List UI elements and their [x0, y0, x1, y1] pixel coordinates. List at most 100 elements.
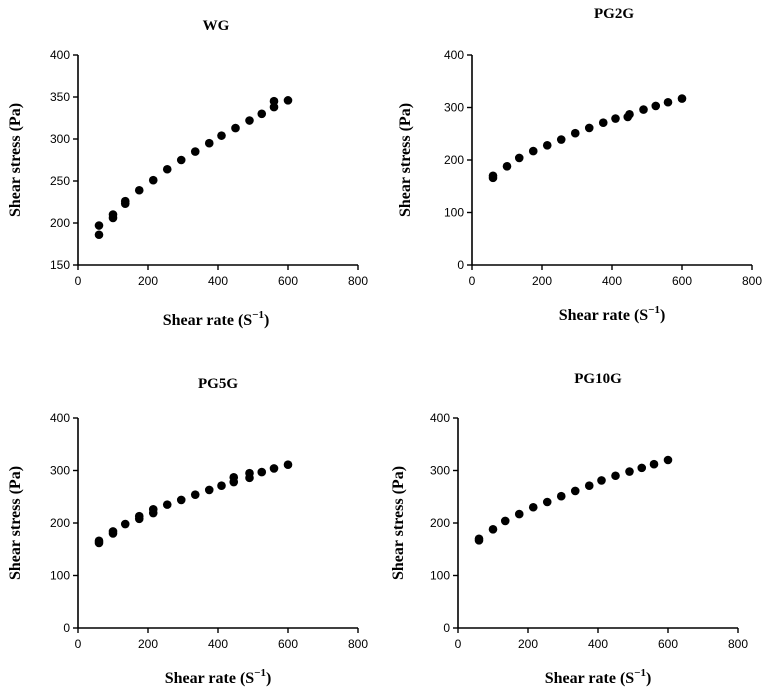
y-tick-label: 350	[50, 90, 70, 104]
data-point	[528, 502, 538, 512]
y-axis-label: Shear stress (Pa)	[7, 103, 24, 217]
y-tick-label: 0	[443, 621, 450, 635]
data-point	[514, 509, 524, 519]
data-point	[190, 147, 200, 156]
x-axis-label: Shear rate (S−1)	[545, 667, 652, 687]
chart-title: PG10G	[574, 371, 622, 387]
data-point	[245, 468, 254, 478]
x-axis-label: Shear rate (S−1)	[165, 667, 272, 687]
data-point	[94, 536, 104, 546]
data-point	[570, 128, 580, 138]
x-tick-label: 600	[672, 274, 692, 288]
data-point	[611, 471, 620, 481]
data-point	[229, 473, 239, 482]
data-point	[584, 481, 594, 491]
y-tick-label: 0	[457, 258, 464, 272]
x-tick-label: 0	[75, 274, 82, 288]
x-tick-label: 200	[532, 274, 552, 288]
data-point	[190, 490, 200, 499]
data-point	[148, 505, 158, 514]
data-point	[176, 495, 186, 505]
y-tick-label: 200	[444, 153, 464, 167]
data-point	[283, 96, 293, 105]
x-tick-label: 800	[742, 274, 762, 288]
x-axis-label-text: Shear rate	[165, 670, 236, 687]
data-point	[231, 123, 240, 133]
chart-title: PG5G	[198, 376, 238, 392]
data-point	[245, 116, 254, 125]
chart-panel-pg10g: PG10G Shear stress (Pa) Shear rate (S−1)…	[390, 371, 748, 687]
data-point	[542, 497, 552, 507]
x-axis-label-text: Shear rate	[559, 307, 630, 324]
data-point	[639, 105, 648, 114]
data-point	[269, 102, 279, 112]
x-axis-label: Shear rate (S−1)	[559, 304, 666, 324]
data-point	[108, 527, 118, 536]
y-tick-label: 0	[63, 621, 70, 635]
chart-panel-wg: WG Shear stress (Pa) Shear rate (S−1) 15…	[7, 18, 368, 329]
data-point	[257, 109, 267, 119]
x-axis-unit-open: (	[630, 307, 639, 324]
data-point	[528, 146, 538, 156]
y-tick-label: 300	[50, 132, 70, 146]
x-tick-label: 400	[208, 637, 228, 651]
x-tick-label: 600	[658, 637, 678, 651]
data-point	[269, 464, 279, 473]
x-axis-label-text: Shear rate	[163, 312, 234, 329]
x-axis-unit-open: (	[616, 670, 625, 687]
data-point	[162, 500, 172, 509]
x-axis-unit-close: )	[646, 670, 651, 687]
y-tick-label: 300	[444, 101, 464, 115]
data-point	[204, 485, 214, 495]
y-tick-label: 100	[430, 569, 450, 583]
data-point	[257, 467, 267, 477]
data-point	[217, 481, 226, 491]
data-point	[176, 155, 186, 165]
data-point	[542, 141, 552, 150]
data-point	[663, 97, 673, 107]
data-point	[108, 210, 118, 219]
data-point	[625, 110, 634, 119]
data-point	[651, 101, 661, 111]
data-point	[120, 519, 130, 529]
chart-title: WG	[203, 18, 230, 34]
y-axis-label: Shear stress (Pa)	[7, 466, 24, 580]
y-tick-label: 200	[50, 516, 70, 530]
data-point	[269, 96, 279, 106]
data-point	[488, 171, 498, 181]
data-point	[94, 230, 104, 240]
y-tick-label: 200	[430, 516, 450, 530]
data-point	[217, 131, 226, 140]
y-axis-label: Shear stress (Pa)	[390, 466, 407, 580]
y-tick-label: 100	[50, 569, 70, 583]
x-tick-label: 600	[278, 637, 298, 651]
data-point	[584, 123, 594, 133]
data-point	[556, 491, 566, 501]
x-axis-unit-base: S	[245, 670, 254, 687]
x-tick-label: 800	[348, 274, 368, 288]
data-point	[611, 114, 620, 123]
x-tick-label: 400	[602, 274, 622, 288]
x-axis-unit-open: (	[234, 312, 243, 329]
x-axis-label: Shear rate (S−1)	[163, 309, 270, 329]
data-point	[474, 534, 484, 544]
x-axis-unit-base: S	[243, 312, 252, 329]
data-point	[94, 221, 104, 230]
y-tick-label: 400	[50, 411, 70, 425]
x-axis-unit-close: )	[266, 670, 271, 687]
data-point	[625, 467, 634, 476]
x-tick-label: 400	[588, 637, 608, 651]
data-point	[283, 460, 293, 470]
data-point	[488, 525, 498, 534]
x-tick-label: 200	[518, 637, 538, 651]
y-tick-label: 200	[50, 216, 70, 230]
data-point	[649, 459, 659, 469]
data-point	[663, 455, 673, 465]
data-point	[204, 138, 214, 148]
data-point	[570, 486, 580, 496]
x-tick-label: 0	[75, 637, 82, 651]
chart-panel-pg5g: PG5G Shear stress (Pa) Shear rate (S−1) …	[7, 376, 368, 687]
y-tick-label: 150	[50, 258, 70, 272]
x-tick-label: 400	[208, 274, 228, 288]
